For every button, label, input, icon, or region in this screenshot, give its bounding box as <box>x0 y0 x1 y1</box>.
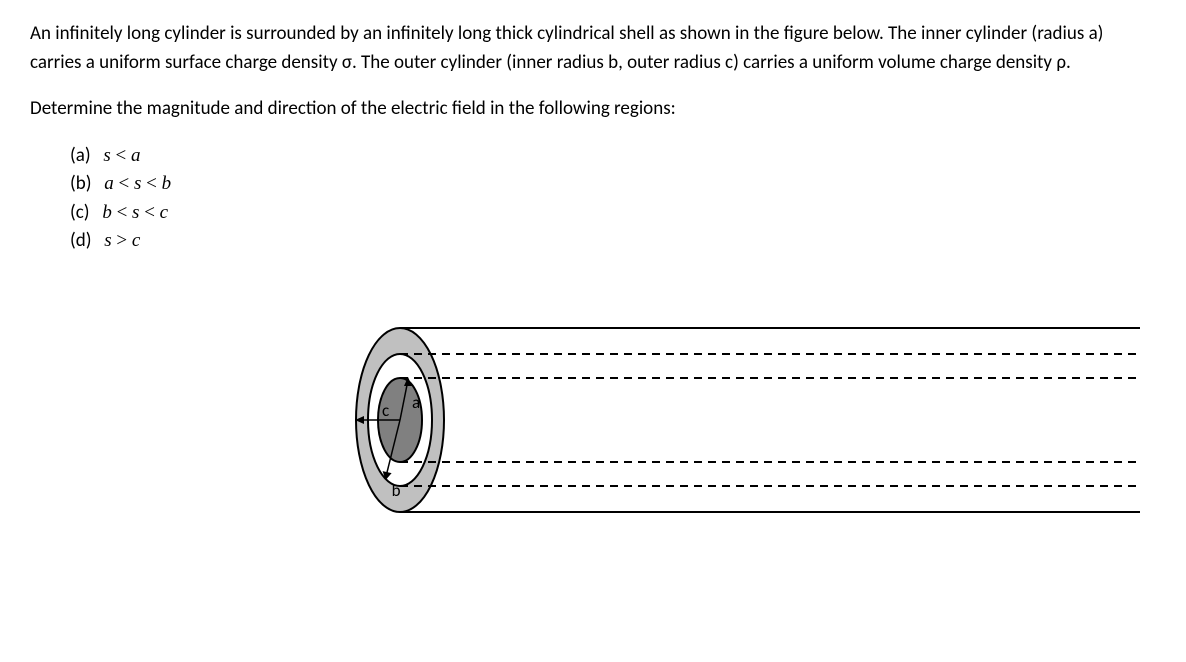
part-label: (d) <box>70 229 92 252</box>
op: < <box>116 145 131 166</box>
op: < <box>119 173 134 194</box>
op: < <box>146 173 161 194</box>
var-s: s <box>103 145 110 166</box>
statement-text: An infinitely long cylinder is surrounde… <box>30 22 1103 74</box>
part-label: (c) <box>70 201 90 224</box>
svg-text:b: b <box>392 480 401 501</box>
svg-text:c: c <box>382 400 389 421</box>
op: > <box>116 230 131 251</box>
var-a: a <box>131 145 141 166</box>
part-a: (a) s < a <box>70 142 1156 171</box>
var-s: s <box>104 230 111 251</box>
prompt-text: Determine the magnitude and direction of… <box>30 97 676 120</box>
parts-list: (a) s < a (b) a < s < b (c) b < s < c (d… <box>30 142 1156 256</box>
part-c: (c) b < s < c <box>70 199 1156 228</box>
var-s: s <box>132 202 139 223</box>
question-prompt: Determine the magnitude and direction of… <box>30 95 1156 124</box>
var-s: s <box>134 173 141 194</box>
var-c: c <box>160 202 168 223</box>
cylinder-figure: a b c <box>330 280 1150 560</box>
var-b: b <box>102 202 112 223</box>
cylinder-svg: a b c <box>330 280 1150 560</box>
svg-text:a: a <box>412 392 420 413</box>
var-c: c <box>132 230 140 251</box>
part-label: (a) <box>70 144 91 167</box>
part-d: (d) s > c <box>70 227 1156 256</box>
var-a: a <box>104 173 114 194</box>
part-label: (b) <box>70 172 92 195</box>
op: < <box>144 202 159 223</box>
op: < <box>117 202 132 223</box>
problem-statement: An infinitely long cylinder is surrounde… <box>30 20 1156 77</box>
part-b: (b) a < s < b <box>70 170 1156 199</box>
var-b: b <box>162 173 172 194</box>
